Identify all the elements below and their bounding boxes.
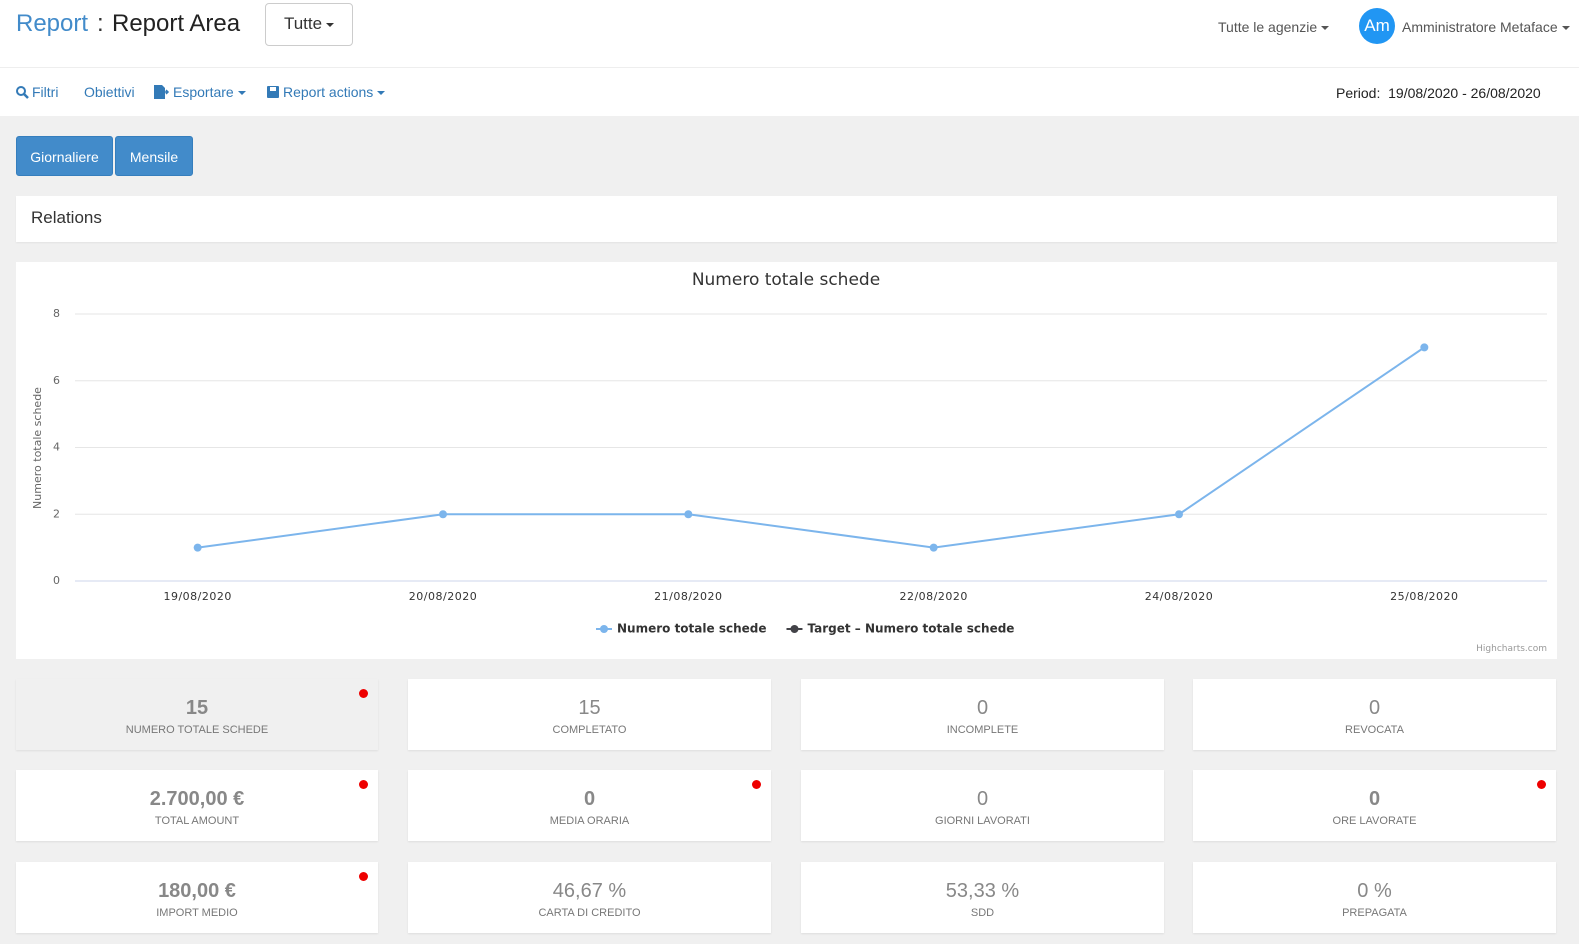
report-actions-label: Report actions [283,84,374,100]
x-tick-label: 20/08/2020 [409,590,477,603]
data-point [1175,510,1183,519]
legend-item: Target – Numero totale schede [807,622,1014,636]
stat-label: CARTA DI CREDITO [538,907,641,919]
alert-dot [752,780,761,789]
stat-label: INCOMPLETE [946,724,1019,736]
chart: Numero totale schede Numero totale sched… [31,270,1547,654]
tab-monthly[interactable]: Mensile [115,136,193,176]
stat-value: 0 % [1357,880,1392,902]
export-label: Esportare [173,84,234,100]
stat-card[interactable]: 53,33 % SDD [801,862,1164,933]
stat-card[interactable]: 15 NUMERO TOTALE SCHEDE [16,679,378,750]
stat-card[interactable]: 0 GIORNI LAVORATI [801,770,1164,841]
x-tick-label: 25/08/2020 [1390,590,1458,603]
stat-card[interactable]: 0 ORE LAVORATE [1193,770,1556,841]
stat-value: 0 [1368,697,1381,719]
stat-card[interactable]: 0 INCOMPLETE [801,679,1164,750]
stat-label: NUMERO TOTALE SCHEDE [125,724,269,736]
y-tick-label: 0 [53,574,60,587]
stat-label: SDD [970,907,995,919]
alert-dot [359,689,368,698]
data-point [193,543,202,552]
alert-dot [359,780,368,789]
data-point [684,510,693,519]
agency-label: Tutte le agenzie [1218,19,1318,35]
agency-selector[interactable]: Tutte le agenzie [1218,19,1330,35]
objectives-button[interactable]: Obiettivi [84,84,135,100]
y-axis-label: Numero totale schede [31,387,44,509]
report-actions-button[interactable]: Report actions [267,84,386,100]
filter-button[interactable]: Filtri [16,84,58,100]
stat-card[interactable]: 0 MEDIA ORARIA [408,770,771,841]
alert-dot [1537,780,1546,789]
stat-value: 15 [578,697,601,719]
period-label: Period: [1336,85,1381,101]
stat-value: 15 [185,697,209,719]
legend-symbol-marker [790,625,799,633]
y-tick-label: 6 [53,374,60,387]
stat-value: 0 [976,697,989,719]
stat-value: 2.700,00 € [149,788,245,810]
chart-panel: Numero totale schede Numero totale sched… [16,262,1557,659]
user-name: Amministratore Metaface [1402,19,1558,35]
user-menu[interactable]: Amministratore Metaface [1402,19,1570,35]
stat-card[interactable]: 0 REVOCATA [1193,679,1556,750]
toolbar: Filtri Obiettivi Esportare Report action… [0,68,1579,116]
chart-title: Numero totale schede [692,270,880,290]
stat-value: 180,00 € [158,880,236,902]
legend-symbol-marker [600,625,608,633]
legend-item: Numero totale schede [617,622,766,636]
stat-value: 0 [976,788,989,810]
y-tick-label: 4 [53,441,60,454]
x-tick-label: 22/08/2020 [899,590,967,603]
alert-dot [359,872,368,881]
stat-card[interactable]: 46,67 % CARTA DI CREDITO [408,862,771,933]
save-icon [267,86,279,98]
separator: : [97,10,104,37]
stat-card[interactable]: 2.700,00 € TOTAL AMOUNT [16,770,378,841]
data-point [439,510,447,519]
stat-label: GIORNI LAVORATI [935,815,1030,827]
stat-card[interactable]: 0 % PREPAGATA [1193,862,1556,933]
panel-title: Relations [16,196,1557,242]
dropdown-label: Tutte [283,14,323,33]
data-point [929,543,938,552]
period: Period: 19/08/2020 - 26/08/2020 [1336,85,1541,101]
export-icon [154,85,170,99]
tab-daily[interactable]: Giornaliere [16,136,113,176]
stat-card[interactable]: 180,00 € IMPORT MEDIO [16,862,378,933]
stat-label: COMPLETATO [552,724,627,736]
x-tick-label: 24/08/2020 [1145,590,1213,603]
stat-label: MEDIA ORARIA [549,815,630,827]
search-icon [16,86,29,99]
stat-card[interactable]: 15 COMPLETATO [408,679,771,750]
stat-label: PREPAGATA [1342,907,1407,919]
x-tick-label: 21/08/2020 [654,590,722,603]
stat-label: IMPORT MEDIO [156,907,238,919]
stat-label: REVOCATA [1345,724,1404,736]
stat-label: ORE LAVORATE [1332,815,1417,827]
filter-label: Filtri [32,84,59,100]
credits: Highcharts.com [1476,644,1547,654]
export-button[interactable]: Esportare [153,84,246,100]
series-line [197,346,1425,549]
objectives-label: Obiettivi [84,84,135,100]
avatar[interactable]: Am [1359,8,1395,44]
stat-value: 0 [1368,788,1381,810]
period-value: 19/08/2020 - 26/08/2020 [1388,85,1541,101]
header: Report : Report Area Tutte Tutte le agen… [0,0,1579,68]
stat-value: 0 [583,788,596,810]
brand[interactable]: Report [16,10,89,37]
x-tick-label: 19/08/2020 [163,590,231,603]
data-point [1420,343,1429,352]
stat-value: 46,67 % [552,880,627,902]
page-title: Report Area [112,10,241,37]
y-tick-label: 2 [53,507,60,520]
y-tick-label: 8 [53,307,60,320]
dropdown-button[interactable]: Tutte [265,3,353,46]
stat-value: 53,33 % [945,880,1020,902]
stat-label: TOTAL AMOUNT [154,815,240,827]
